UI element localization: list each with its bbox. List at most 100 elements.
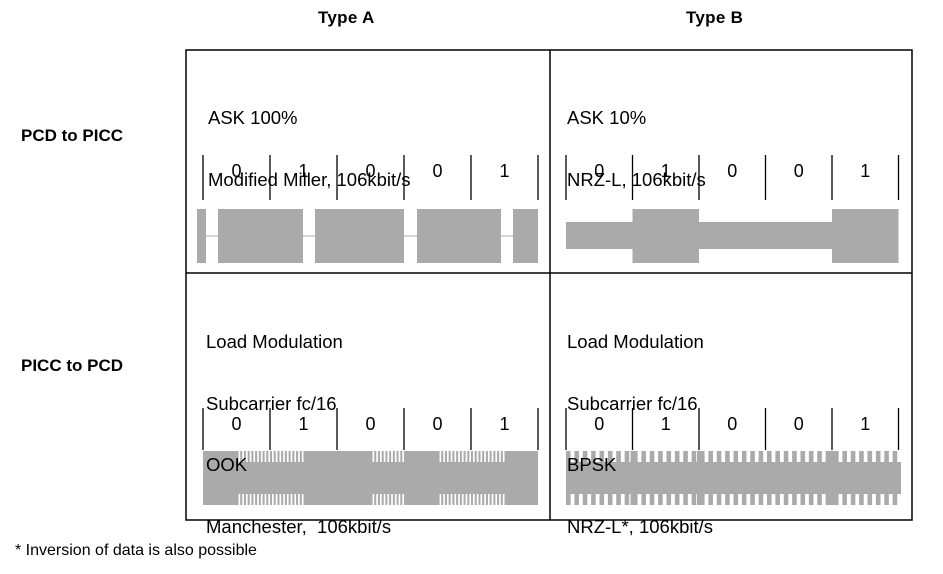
type-b-picc-subcarrier-tooth — [842, 494, 847, 505]
type-b-picc-subcarrier-tooth — [649, 494, 655, 505]
type-a-picc-unmodulated-band — [337, 494, 371, 505]
type-a-picc-subcarrier-tooth — [277, 451, 280, 462]
type-b-picc-bit-label: 1 — [661, 414, 671, 434]
type-a-picc-subcarrier-tooth — [374, 451, 377, 462]
type-b-picc-subcarrier-tooth — [658, 494, 663, 505]
type-a-picc-subcarrier-tooth — [474, 451, 477, 462]
type-a-picc-subcarrier-tooth — [493, 494, 496, 505]
type-b-picc-subcarrier-tooth — [884, 451, 889, 462]
type-b-picc-subcarrier-tooth — [834, 494, 839, 505]
type-a-picc-unmodulated-band — [404, 494, 438, 505]
type-b-picc-subcarrier-tooth — [892, 451, 898, 462]
type-a-picc-subcarrier-tooth — [281, 451, 284, 462]
type-a-picc-subcarrier-tooth — [262, 494, 265, 505]
type-b-picc-subcarrier-tooth — [867, 451, 873, 462]
type-b-picc-subcarrier-tooth — [691, 494, 697, 505]
type-a-picc-subcarrier-tooth — [385, 494, 388, 505]
type-b-picc-phase-shift — [630, 451, 635, 505]
modulation-label: Load Modulation — [206, 331, 343, 352]
type-b-picc-subcarrier-tooth — [591, 494, 596, 505]
type-b-picc-subcarrier-tooth — [599, 494, 605, 505]
footnote: * Inversion of data is also possible — [15, 542, 257, 559]
type-b-picc-subcarrier-tooth — [792, 494, 797, 505]
type-b-picc-bit-label: 0 — [794, 414, 804, 434]
type-a-picc-subcarrier-tooth — [500, 494, 503, 505]
type-b-pcd-bit-label: 0 — [594, 161, 604, 181]
type-a-picc-subcarrier-tooth — [452, 451, 455, 462]
type-b-picc-subcarrier-tooth — [641, 494, 646, 505]
type-b-picc-subcarrier-tooth — [666, 494, 672, 505]
type-b-picc-subcarrier-tooth — [758, 494, 764, 505]
subcarrier-label: Subcarrier fc/16 — [206, 392, 337, 414]
type-b-picc-subcarrier-tooth — [591, 451, 596, 462]
type-b-picc-subcarrier-tooth — [817, 451, 822, 462]
type-a-pcd-carrier-segment — [513, 209, 538, 263]
type-a-picc-subcarrier-tooth — [482, 494, 485, 505]
type-a-picc-subcarrier-tooth — [381, 494, 384, 505]
type-b-picc-subcarrier-tooth — [800, 451, 806, 462]
type-b-picc-subcarrier-tooth — [582, 494, 588, 505]
type-a-picc-subcarrier-tooth — [377, 451, 380, 462]
type-b-picc-subcarrier-tooth — [850, 494, 856, 505]
type-b-picc-subcarrier-tooth — [783, 451, 789, 462]
type-b-picc-subcarrier-tooth — [884, 494, 889, 505]
type-b-picc-subcarrier-tooth — [649, 451, 655, 462]
type-a-picc-subcarrier-tooth — [247, 494, 250, 505]
type-a-picc-unmodulated-band — [337, 451, 371, 462]
type-b-picc-subcarrier-tooth — [725, 451, 730, 462]
type-b-pcd-low-amplitude — [566, 222, 633, 249]
type-a-picc-bit-label: 1 — [298, 414, 308, 434]
type-a-picc-subcarrier-tooth — [284, 494, 287, 505]
type-b-picc-subcarrier-tooth — [607, 451, 613, 462]
type-b-picc-subcarrier-tooth — [574, 451, 579, 462]
type-b-picc-subcarrier-tooth — [674, 494, 680, 505]
type-a-picc-subcarrier-tooth — [385, 451, 388, 462]
type-b-picc-subcarrier-tooth — [633, 451, 638, 462]
type-b-picc-subcarrier-tooth — [775, 451, 780, 462]
type-a-pcd-carrier-segment — [315, 209, 404, 263]
type-b-picc-subcarrier-tooth — [750, 451, 755, 462]
type-a-picc-subcarrier-tooth — [255, 451, 258, 462]
type-a-picc-subcarrier-tooth — [441, 451, 444, 462]
type-a-picc-subcarrier-tooth — [448, 494, 451, 505]
type-a-picc-subcarrier-tooth — [243, 451, 246, 462]
type-a-picc-subcarrier-tooth — [262, 451, 265, 462]
type-a-pcd-carrier-segment — [417, 209, 501, 263]
type-b-picc-subcarrier-tooth — [859, 451, 864, 462]
type-a-picc-subcarrier-tooth — [497, 451, 500, 462]
coding-label: Manchester, 106kbit/s — [206, 515, 392, 537]
type-b-picc-subcarrier-tooth — [767, 494, 772, 505]
type-b-picc-subcarrier-tooth — [708, 494, 713, 505]
type-a-picc-subcarrier-tooth — [292, 451, 295, 462]
type-a-picc-subcarrier-tooth — [281, 494, 284, 505]
type-b-pcd-bit-label: 1 — [661, 161, 671, 181]
type-b-picc-subcarrier-tooth — [683, 451, 688, 462]
type-b-picc-subcarrier-tooth — [716, 494, 722, 505]
type-b-pcd-bit-label: 0 — [794, 161, 804, 181]
row-header-picc-to-pcd: PICC to PCD — [21, 356, 123, 375]
type-a-picc-subcarrier-tooth — [448, 451, 451, 462]
type-a-picc-subcarrier-tooth — [296, 494, 299, 505]
type-b-picc-subcarrier-tooth — [674, 451, 680, 462]
type-a-picc-subcarrier-tooth — [240, 494, 243, 505]
type-a-picc-subcarrier-tooth — [478, 494, 481, 505]
type-a-picc-subcarrier-tooth — [389, 451, 392, 462]
type-a-picc-subcarrier-tooth — [444, 494, 447, 505]
type-a-picc-subcarrier-tooth — [240, 451, 243, 462]
modulation-label: ASK 100% — [208, 107, 298, 128]
type-a-picc-subcarrier-tooth — [258, 494, 261, 505]
type-b-picc-subcarrier-tooth — [892, 494, 898, 505]
type-b-picc-subcarrier-tooth — [633, 494, 638, 505]
type-b-picc-subcarrier-tooth — [574, 494, 579, 505]
type-a-picc-bit-label: 1 — [499, 414, 509, 434]
type-a-picc-subcarrier-tooth — [456, 494, 459, 505]
type-b-picc-subcarrier-tooth — [842, 451, 847, 462]
type-a-picc-unmodulated-band — [203, 451, 237, 462]
type-b-picc-subcarrier-tooth — [808, 494, 814, 505]
type-b-picc-subcarrier-tooth — [783, 494, 789, 505]
type-b-pcd-bit-label: 0 — [727, 161, 737, 181]
type-a-picc-subcarrier-tooth — [493, 451, 496, 462]
coding-label: NRZ-L*, 106kbit/s — [567, 515, 713, 537]
type-a-picc-subcarrier-tooth — [441, 494, 444, 505]
